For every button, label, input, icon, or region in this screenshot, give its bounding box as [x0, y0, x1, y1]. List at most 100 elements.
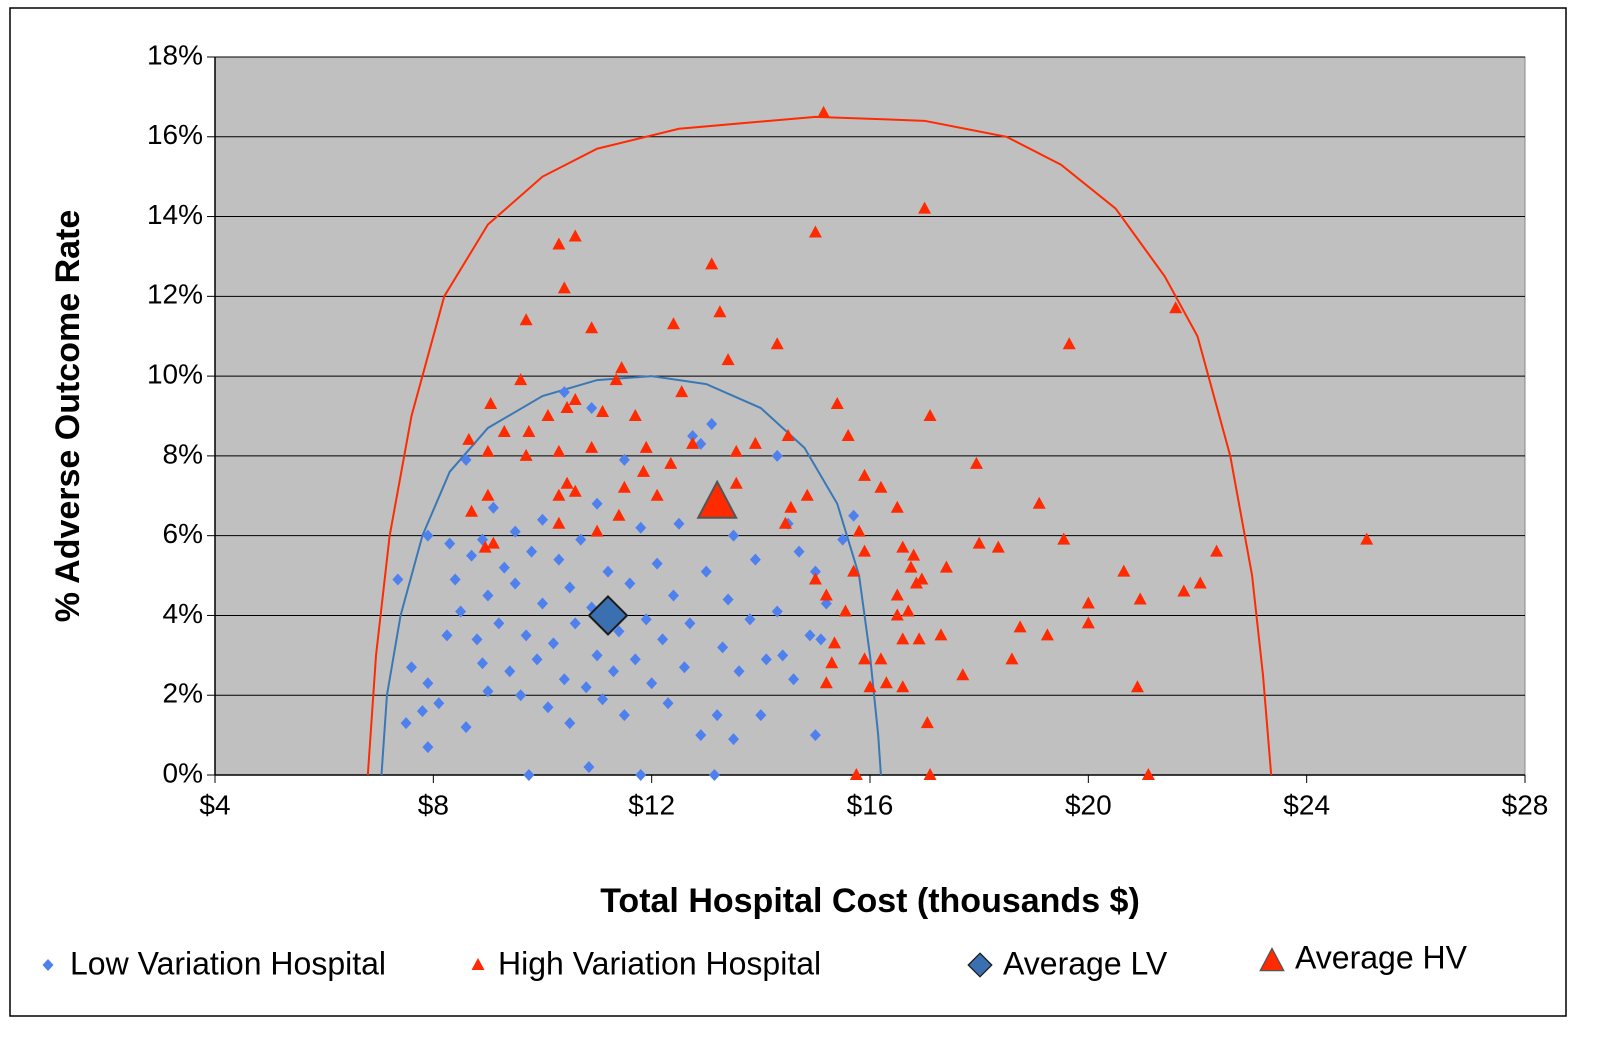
point: [717, 641, 729, 654]
y-tick-label: 18%: [147, 39, 203, 70]
point: [478, 540, 492, 553]
point: [841, 428, 855, 441]
point: [481, 444, 495, 457]
point: [874, 652, 888, 665]
y-tick-label: 4%: [163, 598, 203, 629]
point: [591, 649, 603, 662]
y-tick-label: 6%: [163, 518, 203, 549]
point: [808, 225, 822, 238]
y-tick-label: 12%: [147, 279, 203, 310]
point: [1117, 564, 1131, 577]
point: [615, 361, 629, 374]
point: [498, 561, 510, 574]
point: [1130, 680, 1144, 693]
point: [466, 549, 478, 562]
point: [1210, 544, 1224, 557]
x-tick-label: $16: [847, 789, 894, 820]
point: [636, 464, 650, 477]
point: [912, 632, 926, 645]
point: [1062, 337, 1076, 350]
point: [519, 448, 533, 461]
point: [706, 417, 718, 430]
point: [609, 373, 623, 386]
point: [863, 680, 877, 693]
legend-item: [967, 952, 993, 978]
y-tick-label: 2%: [163, 678, 203, 709]
point: [1013, 620, 1027, 633]
point: [837, 533, 849, 546]
legend-marker: [471, 958, 485, 970]
point: [890, 588, 904, 601]
point: [635, 521, 647, 534]
point: [493, 617, 505, 630]
grid: [207, 56, 1526, 783]
point: [788, 673, 800, 686]
point: [509, 525, 521, 538]
point: [956, 668, 970, 681]
point: [558, 386, 570, 399]
point: [858, 652, 872, 665]
point: [392, 573, 404, 586]
point: [1032, 496, 1046, 509]
y-tick-label: 10%: [147, 359, 203, 390]
point: [847, 564, 861, 577]
point: [890, 500, 904, 513]
point: [482, 685, 494, 698]
point: [651, 557, 663, 570]
point: [552, 444, 566, 457]
point: [462, 432, 476, 445]
point: [618, 709, 630, 722]
point: [444, 537, 456, 550]
point: [673, 517, 685, 530]
legend-marker: [967, 952, 993, 978]
point: [1005, 652, 1019, 665]
point: [923, 768, 937, 780]
point: [575, 533, 587, 546]
point: [729, 444, 743, 457]
point: [639, 440, 653, 453]
point: [558, 673, 570, 686]
point: [678, 661, 690, 674]
point: [728, 733, 740, 746]
y-tick-label: 16%: [147, 119, 203, 150]
point: [771, 605, 783, 618]
point: [422, 677, 434, 690]
point: [586, 402, 598, 415]
point: [1360, 532, 1374, 545]
point: [793, 545, 805, 558]
point: [890, 608, 904, 621]
point: [482, 589, 494, 602]
point: [640, 613, 652, 626]
point: [433, 697, 445, 710]
point: [923, 409, 937, 421]
point: [596, 405, 610, 418]
point: [441, 629, 453, 642]
legend-item: [1259, 947, 1285, 972]
point: [602, 565, 614, 578]
point: [904, 560, 918, 573]
point: [449, 573, 461, 586]
point: [542, 701, 554, 714]
point: [909, 576, 923, 589]
point: [713, 305, 727, 318]
legend-label: High Variation Hospital: [498, 945, 821, 981]
y-axis-title: % Adverse Outcome Rate: [49, 210, 87, 623]
point: [465, 504, 479, 517]
point: [486, 536, 500, 549]
point: [557, 281, 571, 294]
point: [597, 693, 609, 706]
point: [552, 516, 566, 529]
point: [657, 633, 669, 646]
point: [560, 476, 574, 489]
point: [541, 409, 555, 421]
point: [784, 500, 798, 513]
point: [781, 428, 795, 441]
point: [400, 717, 412, 730]
point: [613, 625, 625, 638]
point: [471, 633, 483, 646]
point: [1081, 596, 1095, 609]
legend-label: Average HV: [1295, 939, 1468, 975]
point: [537, 513, 548, 526]
point: [991, 540, 1005, 553]
point: [770, 337, 784, 350]
